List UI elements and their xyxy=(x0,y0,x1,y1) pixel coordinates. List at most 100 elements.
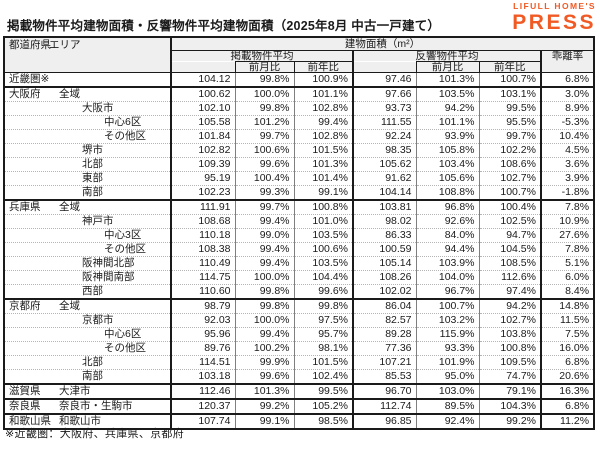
area-label: 北部 xyxy=(82,158,103,171)
value-cell: 74.7% xyxy=(479,369,542,384)
row-area-cell: 中心6区 xyxy=(4,115,172,130)
value-cell: 97.66 xyxy=(353,86,417,102)
area-label: 中心6区 xyxy=(104,116,142,129)
value-cell: 103.1% xyxy=(479,86,542,102)
value-cell: 99.8% xyxy=(235,72,295,87)
value-cell: 103.0% xyxy=(416,383,480,399)
header-prefecture-label: 都道府県 xyxy=(9,39,51,51)
value-cell: 99.1% xyxy=(235,413,295,429)
value-cell: 114.75 xyxy=(171,270,236,285)
area-label: 大阪市 xyxy=(82,102,114,115)
value-cell: 111.55 xyxy=(353,115,417,130)
value-cell: 93.9% xyxy=(416,129,480,144)
value-cell: 82.57 xyxy=(353,313,417,328)
value-cell: 6.8% xyxy=(541,72,595,87)
value-cell: 103.5% xyxy=(416,86,480,102)
value-cell: 100.7% xyxy=(416,298,480,314)
value-cell: 99.8% xyxy=(294,298,354,314)
table-row: 京都市 92.03 100.0% 97.5% 82.57 103.2% 102.7% 11.5… xyxy=(4,313,595,328)
value-cell: 105.62 xyxy=(353,157,417,172)
value-cell: 112.74 xyxy=(353,398,417,414)
row-area-cell: 中心3区 xyxy=(4,228,172,243)
value-cell: 96.7% xyxy=(416,284,480,299)
value-cell: 96.70 xyxy=(353,383,417,399)
value-cell: 99.4% xyxy=(235,256,295,271)
value-cell: 94.4% xyxy=(416,242,480,257)
value-cell: 100.4% xyxy=(235,171,295,186)
value-cell: 102.7% xyxy=(479,313,542,328)
value-cell: 102.10 xyxy=(171,101,236,116)
area-label: 全域 xyxy=(59,88,80,100)
area-label: 北部 xyxy=(82,356,103,369)
table-row: 和歌山県 和歌山市 107.74 99.1% 98.5% 96.85 92.4% 99.2% 1… xyxy=(4,413,595,429)
area-label: 和歌山市 xyxy=(59,415,101,427)
row-area-cell: 和歌山県 和歌山市 xyxy=(4,413,172,429)
prefecture-label: 兵庫県 xyxy=(9,201,41,213)
value-cell: 97.4% xyxy=(479,284,542,299)
value-cell: 102.8% xyxy=(294,101,354,116)
header-area-label: エリア xyxy=(49,39,81,51)
value-cell: 100.2% xyxy=(235,341,295,356)
value-cell: 102.2% xyxy=(479,143,542,158)
area-label: 大津市 xyxy=(59,385,91,397)
value-cell: 102.7% xyxy=(479,171,542,186)
value-cell: 16.0% xyxy=(541,341,595,356)
table-row: 奈良県 奈良市・生駒市 120.37 99.2% 105.2% 112.74 89.5% 10… xyxy=(4,398,595,414)
value-cell: 84.0% xyxy=(416,228,480,243)
value-cell: 96.85 xyxy=(353,413,417,429)
value-cell: 103.4% xyxy=(416,157,480,172)
value-cell: 4.5% xyxy=(541,143,595,158)
value-cell: 7.8% xyxy=(541,242,595,257)
value-cell: 111.91 xyxy=(171,199,236,215)
value-cell: 97.5% xyxy=(294,313,354,328)
value-cell: 101.0% xyxy=(294,214,354,229)
value-cell: 103.5% xyxy=(294,256,354,271)
table-row: 阪神間南部 114.75 100.0% 104.4% 108.26 104.0% 112.6… xyxy=(4,270,595,285)
value-cell: 100.6% xyxy=(235,143,295,158)
value-cell: 99.8% xyxy=(235,284,295,299)
value-cell: 104.0% xyxy=(416,270,480,285)
value-cell: 110.49 xyxy=(171,256,236,271)
value-cell: 99.5% xyxy=(479,101,542,116)
value-cell: 89.76 xyxy=(171,341,236,356)
value-cell: 110.60 xyxy=(171,284,236,299)
value-cell: 103.5% xyxy=(294,228,354,243)
value-cell: 16.3% xyxy=(541,383,595,399)
value-cell: 102.8% xyxy=(294,129,354,144)
value-cell: 99.8% xyxy=(235,298,295,314)
value-cell: 104.12 xyxy=(171,72,236,87)
value-cell: 99.4% xyxy=(235,242,295,257)
value-cell: 85.53 xyxy=(353,369,417,384)
value-cell: 14.8% xyxy=(541,298,595,314)
table-row: 大阪市 102.10 99.8% 102.8% 93.73 94.2% 99.5% 8.9% xyxy=(4,101,595,116)
table-row: その他区 108.38 99.4% 100.6% 100.59 94.4% 104.5% 7.… xyxy=(4,242,595,257)
value-cell: 103.18 xyxy=(171,369,236,384)
value-cell: 6.8% xyxy=(541,398,595,414)
value-cell: 77.36 xyxy=(353,341,417,356)
value-cell: 101.5% xyxy=(294,355,354,370)
value-cell: 109.5% xyxy=(479,355,542,370)
value-cell: 99.4% xyxy=(294,115,354,130)
area-label: その他区 xyxy=(104,130,146,143)
value-cell: 93.73 xyxy=(353,101,417,116)
value-cell: 102.82 xyxy=(171,143,236,158)
prefecture-label: 近畿圏※ xyxy=(9,73,50,85)
value-cell: 100.8% xyxy=(294,199,354,215)
prefecture-label: 滋賀県 xyxy=(9,385,41,397)
row-area-cell: 西部 xyxy=(4,284,172,299)
row-area-cell: 大阪市 xyxy=(4,101,172,116)
area-label: 全域 xyxy=(59,300,80,312)
row-area-cell: 近畿圏※ xyxy=(4,72,172,87)
value-cell: 95.96 xyxy=(171,327,236,342)
value-cell: 95.7% xyxy=(294,327,354,342)
row-area-cell: 阪神間南部 xyxy=(4,270,172,285)
table-row: 中心3区 110.18 99.0% 103.5% 86.33 84.0% 94.7% 27.6… xyxy=(4,228,595,243)
value-cell: 101.5% xyxy=(294,143,354,158)
value-cell: 99.3% xyxy=(235,185,295,200)
row-area-cell: 大阪府 全域 xyxy=(4,86,172,102)
value-cell: 100.7% xyxy=(479,185,542,200)
footnote: ※近畿圏：大阪府、兵庫県、京都府 xyxy=(5,428,185,440)
logo-press-text: PRESS xyxy=(512,10,596,34)
area-label: 神戸市 xyxy=(82,215,114,228)
value-cell: 98.35 xyxy=(353,143,417,158)
